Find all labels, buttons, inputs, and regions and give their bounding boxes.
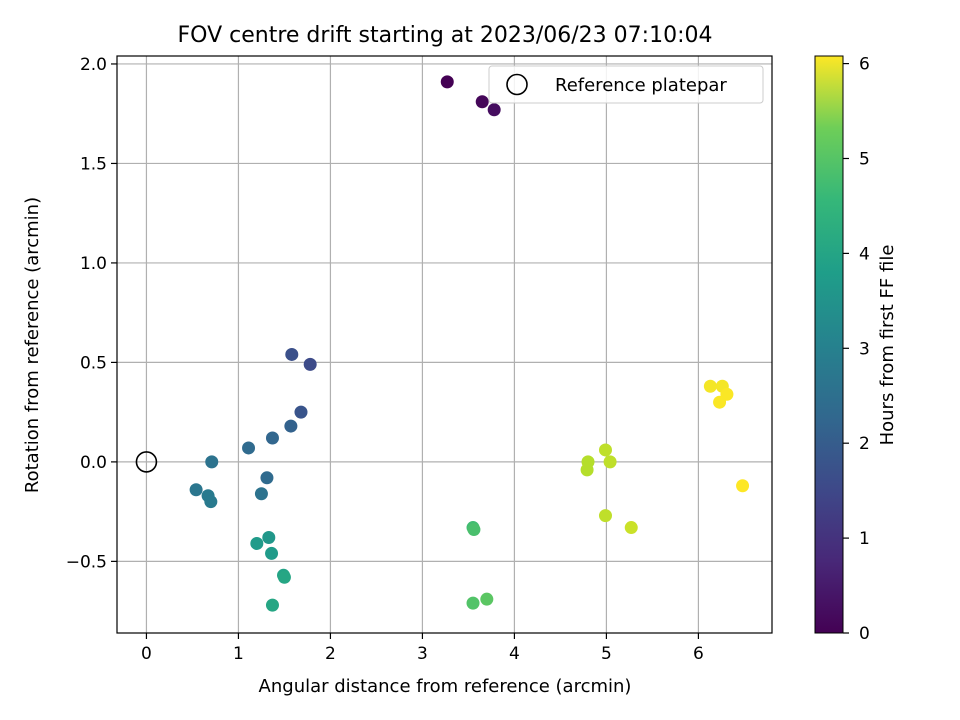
colorbar-label: Hours from first FF file [877, 245, 898, 446]
scatter-point [277, 570, 291, 584]
scatter-point [440, 75, 454, 89]
scatter-point [603, 455, 617, 469]
x-axis: 0 1 2 3 4 5 6 [141, 633, 704, 664]
y-axis-label: Rotation from reference (arcmin) [22, 197, 43, 493]
scatter-point [736, 479, 750, 493]
colorbar-tick-label: 6 [859, 55, 870, 75]
x-tick-label: 2 [325, 644, 336, 664]
chart-title: FOV centre drift starting at 2023/06/23 … [178, 23, 713, 48]
scatter-point [285, 347, 299, 361]
colorbar-ticks: 0 1 2 3 4 5 6 [843, 55, 870, 644]
scatter-point [265, 598, 279, 612]
scatter-point [254, 487, 268, 501]
scatter-point [703, 379, 717, 393]
scatter-point [303, 357, 317, 371]
y-tick-label: 0.0 [80, 453, 107, 473]
scatter-point [265, 431, 279, 445]
x-tick-label: 0 [141, 644, 152, 664]
y-tick-label: 1.0 [80, 254, 107, 274]
scatter-point [260, 471, 274, 485]
scatter-point [204, 495, 218, 509]
scatter-point [598, 443, 612, 457]
colorbar-tick-label: 2 [859, 434, 870, 454]
scatter-point [580, 463, 594, 477]
scatter-point [466, 596, 480, 610]
scatter-point [487, 103, 501, 117]
x-tick-label: 4 [509, 644, 520, 664]
colorbar-tick-label: 3 [859, 339, 870, 359]
legend-marker-reference [506, 73, 528, 96]
legend-box [488, 65, 764, 104]
grid-layer [117, 56, 772, 633]
scatter-point [598, 509, 612, 523]
reference-point-marker [135, 451, 158, 473]
scatter-point [294, 405, 308, 419]
scatter-point [480, 592, 494, 606]
scatter-point [713, 395, 727, 409]
plot-frame [116, 55, 773, 634]
scatter-point [624, 521, 638, 535]
points-layer [189, 75, 750, 612]
x-tick-label: 3 [417, 644, 428, 664]
y-tick-label: 0.5 [80, 353, 107, 373]
colorbar-tick-label: 0 [859, 624, 870, 644]
x-tick-label: 6 [693, 644, 704, 664]
scatter-point [250, 536, 264, 550]
scatter-point [265, 546, 279, 560]
colorbar: 0 1 2 3 4 5 6 Hours from first FF file [814, 55, 898, 644]
scatter-point [475, 95, 489, 109]
colorbar-tick-label: 4 [859, 244, 870, 264]
x-axis-label: Angular distance from reference (arcmin) [259, 676, 632, 697]
scatter-point [205, 455, 219, 469]
legend: Reference platepar [488, 65, 764, 104]
colorbar-gradient [814, 55, 844, 634]
x-tick-label: 1 [233, 644, 244, 664]
y-tick-label: −0.5 [66, 552, 107, 572]
scatter-point [242, 441, 256, 455]
scatter-point [284, 419, 298, 433]
y-tick-label: 1.5 [80, 154, 107, 174]
x-tick-label: 5 [601, 644, 612, 664]
y-tick-label: 2.0 [80, 55, 107, 75]
scatter-point [467, 523, 481, 537]
plot-area [116, 55, 773, 634]
legend-entry-reference: Reference platepar [555, 75, 727, 96]
scatter-point [262, 530, 276, 544]
colorbar-tick-label: 1 [859, 529, 870, 549]
scatter-point [189, 483, 203, 497]
colorbar-tick-label: 5 [859, 149, 870, 169]
y-axis: −0.5 0.0 0.5 1.0 1.5 2.0 [66, 55, 117, 572]
